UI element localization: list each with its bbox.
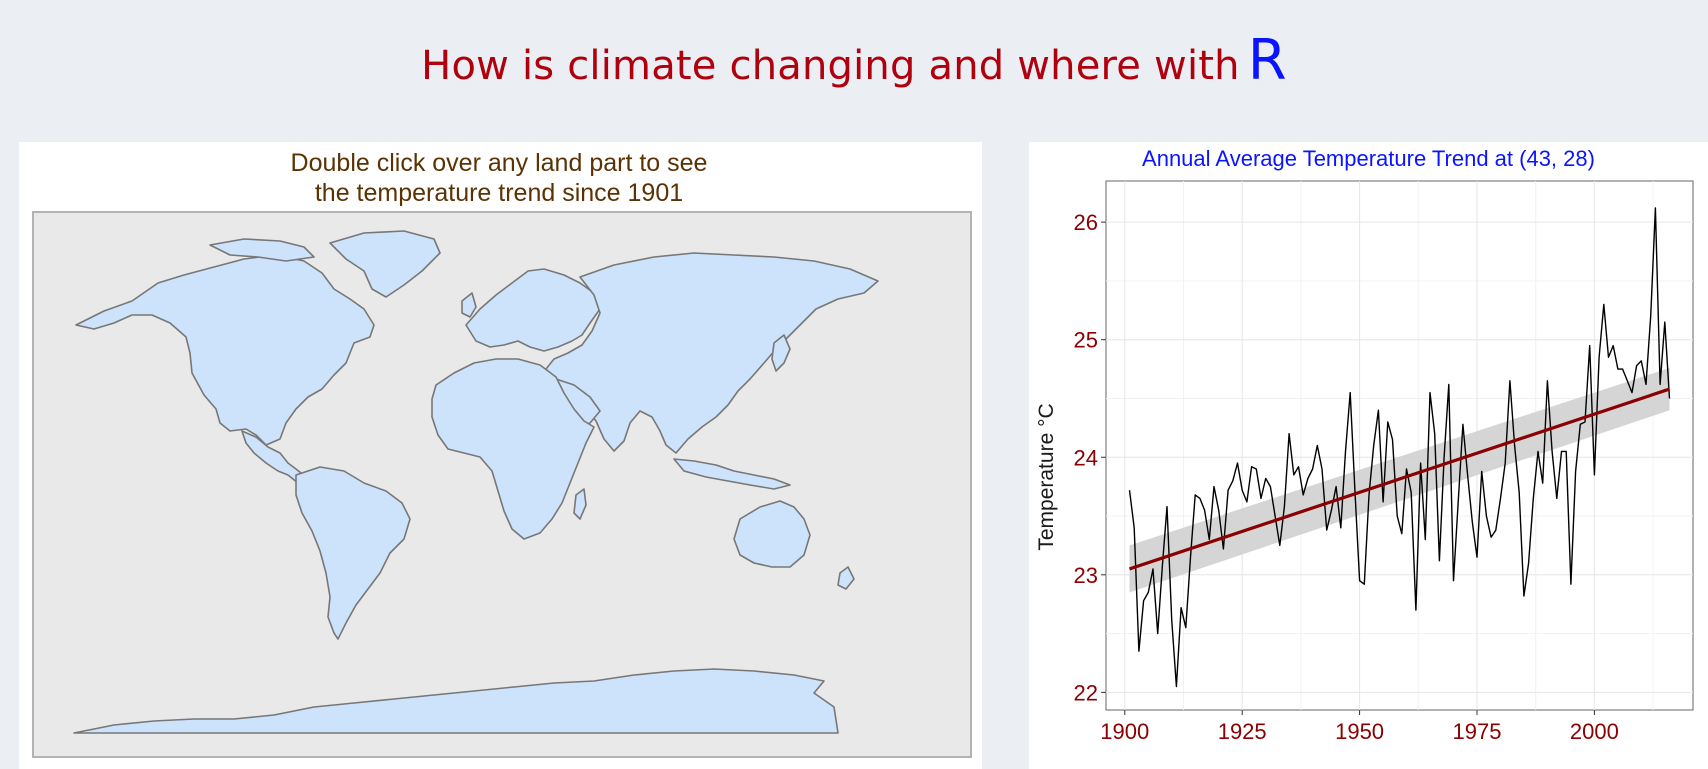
y-axis-label: Temperature °C: [1035, 403, 1058, 550]
land-madagascar[interactable]: [573, 488, 587, 520]
land-europe[interactable]: [465, 268, 601, 352]
y-tick-label: 23: [1074, 563, 1098, 588]
app-title: How is climate changing and where with R: [0, 28, 1708, 93]
map-instructions-line1: Double click over any land part to see: [290, 149, 708, 177]
land-indonesia[interactable]: [673, 458, 791, 490]
land-greenland[interactable]: [329, 230, 441, 298]
land-antarctica[interactable]: [73, 668, 839, 734]
y-tick-label: 24: [1074, 445, 1098, 470]
land-asia[interactable]: [545, 252, 879, 454]
x-tick-label: 2000: [1570, 719, 1619, 744]
x-tick-label: 1950: [1335, 719, 1384, 744]
world-map-panel: Double click over any land part to see t…: [19, 142, 982, 769]
plot-frame: [1105, 180, 1694, 711]
trend-line: [1128, 387, 1671, 571]
x-tick-label: 1975: [1453, 719, 1502, 744]
map-instructions: Double click over any land part to see t…: [19, 148, 979, 208]
land-africa[interactable]: [431, 358, 595, 540]
land-north-america[interactable]: [75, 254, 375, 446]
y-tick-label: 22: [1074, 680, 1098, 705]
app-title-text: How is climate changing and where with: [421, 43, 1240, 89]
world-map[interactable]: [32, 211, 972, 758]
chart-title: Annual Average Temperature Trend at (43,…: [1142, 146, 1595, 171]
land-japan[interactable]: [771, 334, 791, 372]
temperature-chart: 1900 1925 1950 1975 2000 22 23 24 25 26 Temperatur…: [1035, 180, 1694, 744]
land-great-britain[interactable]: [461, 292, 477, 318]
world-map-svg[interactable]: [34, 213, 970, 756]
y-tick-label: 25: [1074, 328, 1098, 353]
temperature-chart-panel: Annual Average Temperature Trend at (43,…: [1029, 142, 1708, 769]
land-south-america[interactable]: [295, 466, 411, 640]
y-tick-label: 26: [1074, 210, 1098, 235]
x-tick-label: 1925: [1218, 719, 1267, 744]
temperature-series-line: [1128, 207, 1671, 688]
land-arctic-islands[interactable]: [209, 238, 315, 262]
x-tick-label: 1900: [1100, 719, 1149, 744]
r-logo-mark: R: [1247, 28, 1287, 93]
map-instructions-line2: the temperature trend since 1901: [314, 179, 684, 207]
land-new-zealand[interactable]: [837, 566, 855, 590]
land-australia[interactable]: [733, 500, 811, 568]
